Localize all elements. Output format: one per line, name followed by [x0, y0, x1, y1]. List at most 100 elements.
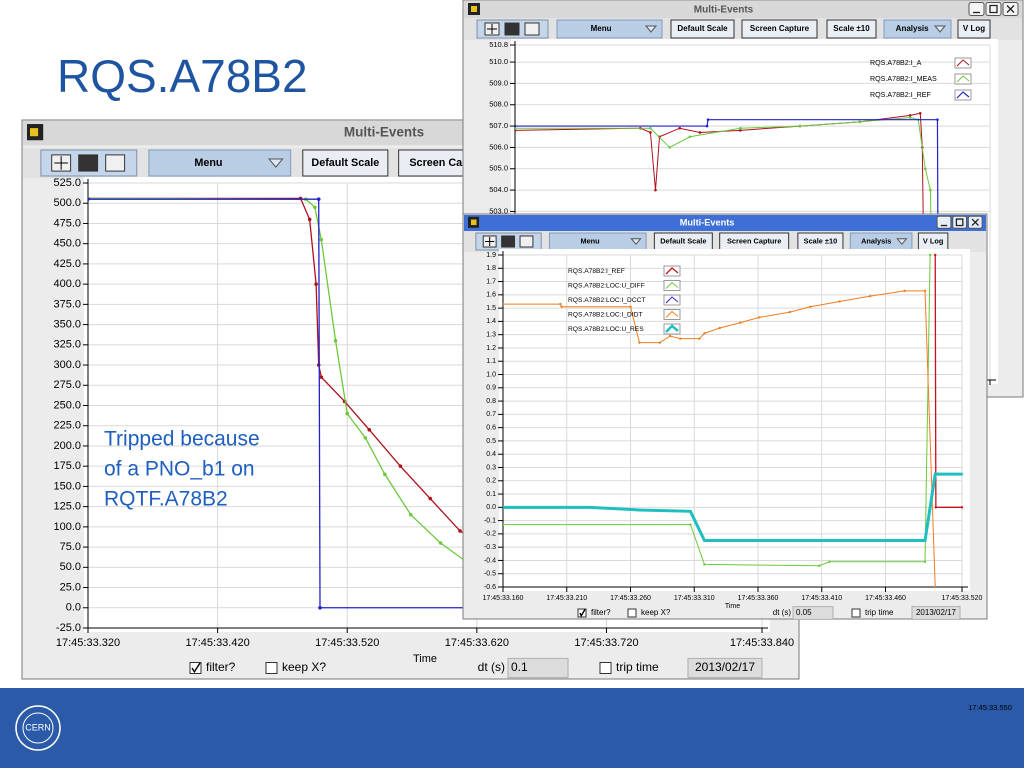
- legend-label: RQS.A78B2:LOC:U_RES: [568, 326, 644, 333]
- window-control-glyph: [955, 218, 964, 227]
- dropdown-arrow: [896, 238, 908, 246]
- y-tick-label: -25.0: [56, 622, 81, 634]
- y-tick-label: 1.9: [486, 252, 496, 259]
- toolbar-button-label: Analysis: [896, 24, 929, 33]
- footer-label: trip time: [616, 660, 659, 674]
- legend-swatch-box: [663, 323, 681, 335]
- y-tick-label: 0.5: [486, 438, 496, 445]
- checkbox[interactable]: [599, 662, 612, 674]
- toolbar-button-label: V Log: [963, 24, 985, 33]
- series-point: [560, 305, 563, 308]
- checkbox[interactable]: [189, 662, 202, 674]
- y-tick-label: 375.0: [53, 298, 81, 310]
- x-tick-label: 17:45:33.360: [738, 595, 779, 602]
- toolbar-button-label: Menu: [591, 24, 612, 33]
- series-line: [515, 117, 935, 380]
- footer-label: filter?: [591, 608, 611, 617]
- series-point: [923, 560, 927, 563]
- y-tick-label: 525.0: [53, 177, 81, 189]
- legend-swatch-box: [954, 73, 972, 85]
- series-point: [515, 129, 517, 132]
- toolbar-button[interactable]: [883, 19, 952, 39]
- annotation: of a PNO_b1 on: [104, 458, 255, 481]
- toolbar-button[interactable]: [826, 19, 877, 39]
- toolbar-button[interactable]: [670, 19, 735, 39]
- series-point: [319, 237, 324, 242]
- legend-swatch: [665, 281, 679, 289]
- series-point: [928, 253, 932, 257]
- tool-icon[interactable]: [105, 154, 126, 172]
- x-tick-label: 17:45:33.210: [546, 595, 587, 602]
- series-point: [515, 124, 517, 128]
- y-tick-label: 25.0: [60, 581, 81, 593]
- title-bar: [464, 215, 986, 232]
- toolbar-button-label: V Log: [923, 236, 943, 245]
- series-point: [458, 529, 462, 533]
- slide-title: RQS.A78B2: [57, 50, 308, 102]
- checkbox[interactable]: [851, 608, 861, 618]
- series-point: [929, 188, 932, 192]
- series-point: [503, 506, 505, 509]
- series-point: [314, 282, 318, 286]
- series-point: [703, 332, 706, 335]
- window-control[interactable]: [952, 215, 968, 229]
- series-point: [908, 114, 912, 117]
- checkbox[interactable]: [577, 608, 587, 618]
- series-point: [638, 508, 641, 512]
- series-point: [649, 126, 652, 130]
- tool-icon[interactable]: [501, 235, 516, 248]
- window-control[interactable]: [968, 2, 985, 16]
- y-tick-label: 0.0: [66, 602, 81, 614]
- toolbar-button-label: Menu: [580, 236, 600, 245]
- window-control[interactable]: [936, 215, 952, 229]
- series-point: [934, 506, 938, 509]
- series-point: [758, 316, 761, 319]
- dropdown-arrow: [267, 158, 284, 168]
- dt-input[interactable]: [792, 606, 834, 620]
- x-tick-label: 17:45:33.310: [674, 595, 715, 602]
- y-tick-label: 509.0: [489, 78, 508, 87]
- toolbar-button[interactable]: [302, 149, 389, 177]
- x-tick-label: 17:45:33.520: [315, 637, 379, 649]
- window-control[interactable]: [985, 2, 1002, 16]
- y-tick-label: 0.2: [486, 478, 496, 485]
- dt-input[interactable]: [507, 657, 569, 679]
- tool-icon[interactable]: [78, 154, 99, 172]
- series-point: [698, 337, 701, 340]
- legend-swatch-box: [663, 294, 681, 306]
- x-tick-label: 17:45:33.260: [610, 595, 651, 602]
- toolbar-button[interactable]: [148, 149, 292, 177]
- y-tick-label: 510.0: [489, 57, 508, 66]
- toolbar-button[interactable]: [556, 19, 663, 39]
- toolbar-button[interactable]: [741, 19, 818, 39]
- checkbox[interactable]: [627, 608, 637, 618]
- y-tick-label: 1.5: [486, 305, 496, 312]
- series-point: [698, 131, 702, 134]
- toolbar-button-label: Screen Capture: [727, 236, 781, 245]
- legend-label: RQS.A78B2:I_REF: [568, 268, 625, 275]
- toolbar-button[interactable]: [957, 19, 991, 39]
- series-point: [313, 205, 317, 210]
- y-tick-label: 350.0: [53, 318, 81, 330]
- x-axis-label: Time: [725, 603, 740, 610]
- series-point: [903, 289, 906, 293]
- y-tick-label: 0.9: [486, 385, 496, 392]
- checkbox[interactable]: [265, 662, 278, 674]
- series-point: [923, 289, 927, 293]
- tool-icon[interactable]: [524, 22, 540, 36]
- window-title: Multi-Events: [694, 5, 754, 16]
- y-tick-label: -0.4: [484, 557, 496, 564]
- x-tick-label: 17:45:33.320: [56, 637, 120, 649]
- y-tick-label: 0.0: [486, 504, 496, 511]
- legend-swatch-box: [663, 280, 681, 291]
- y-tick-label: 275.0: [53, 379, 81, 391]
- tool-icon[interactable]: [504, 22, 520, 36]
- legend-swatch: [665, 324, 679, 333]
- tool-icon[interactable]: [519, 235, 534, 248]
- y-tick-label: 475.0: [53, 217, 81, 229]
- series-point: [654, 188, 657, 192]
- y-tick-label: 0.6: [486, 424, 496, 431]
- series-point: [828, 560, 831, 563]
- window-title: Multi-Events: [344, 125, 424, 140]
- legend-label: RQS.A78B2:LOC:I_DIDT: [568, 311, 643, 318]
